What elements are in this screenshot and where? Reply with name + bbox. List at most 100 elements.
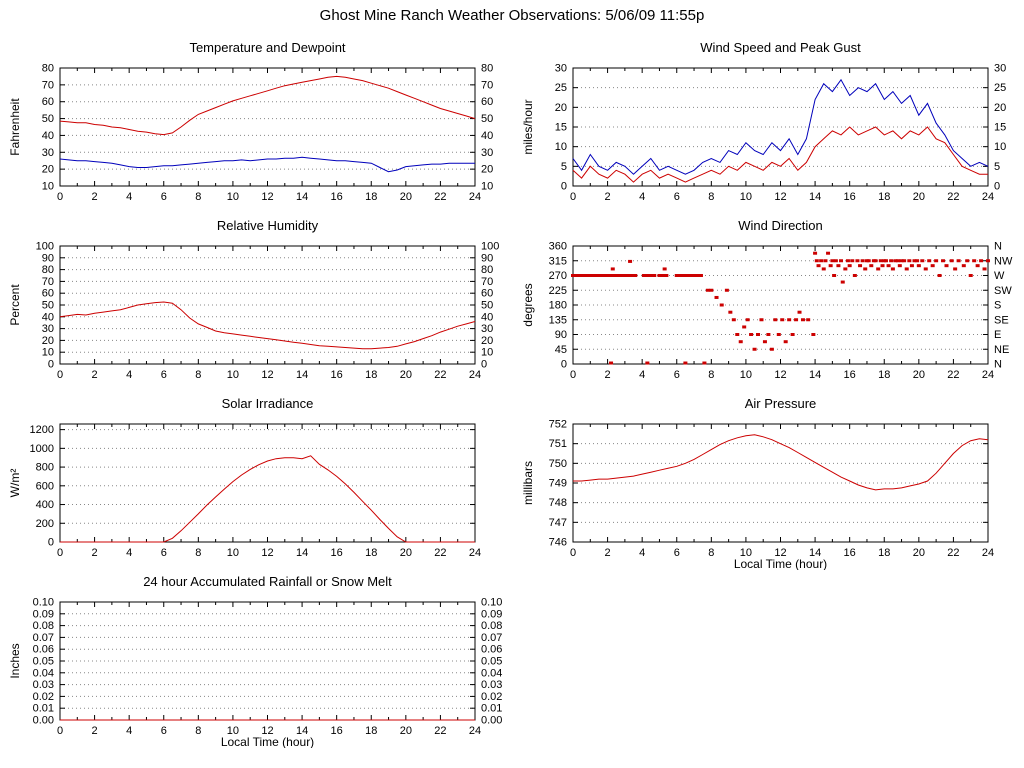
- scatter-point: [612, 274, 617, 277]
- y-tick-label: 400: [36, 499, 54, 511]
- scatter-point: [863, 267, 868, 271]
- x-tick-label: 4: [126, 547, 132, 559]
- scatter-point: [934, 259, 939, 263]
- series-dewpoint: [59, 156, 475, 173]
- y-tick-label: 0: [561, 359, 567, 371]
- y-tick-label-right: 10: [994, 141, 1006, 153]
- scatter-point: [890, 267, 895, 271]
- y-tick-label: 0.02: [33, 691, 54, 703]
- y-tick-label-right: 70: [481, 79, 493, 91]
- scatter-point: [883, 259, 888, 263]
- scatter-point: [705, 288, 710, 292]
- scatter-point: [695, 274, 700, 277]
- x-tick-label: 18: [365, 191, 377, 203]
- y-tick-label-right: 0: [994, 181, 1000, 193]
- scatter-point: [937, 274, 942, 277]
- scatter-point: [896, 259, 901, 263]
- y-tick-label-right: 15: [994, 122, 1006, 134]
- chart-solar-irradiance: Solar Irradiance 0 2 4 6 8 10 12 14 16 18 20 22 24 0 20…: [5, 392, 505, 570]
- scatter-point: [645, 274, 650, 277]
- x-tick-label: 20: [913, 191, 925, 203]
- scatter-point: [714, 295, 719, 299]
- scatter-point: [610, 267, 615, 271]
- x-tick-label: 24: [469, 547, 481, 559]
- y-tick-label: 0.07: [33, 632, 54, 644]
- y-tick-label: 10: [555, 141, 567, 153]
- scatter-point: [648, 274, 653, 277]
- y-tick-label-right: S: [994, 300, 1001, 312]
- x-tick-label: 20: [400, 369, 412, 381]
- scatter-point: [780, 318, 785, 322]
- y-tick-label: 1200: [30, 424, 54, 436]
- y-tick-label-right: 60: [481, 288, 493, 300]
- x-tick-label: 12: [261, 725, 273, 737]
- y-tick-label-right: NE: [994, 344, 1009, 356]
- scatter-point: [979, 259, 984, 263]
- y-tick-label: 90: [555, 329, 567, 341]
- y-tick-label: 747: [549, 517, 567, 529]
- y-tick-label: 40: [42, 130, 54, 142]
- x-tick-label: 4: [126, 191, 132, 203]
- x-tick-label: 8: [195, 369, 201, 381]
- x-tick-label: 12: [261, 547, 273, 559]
- scatter-point: [762, 340, 767, 344]
- scatter-point: [605, 274, 610, 277]
- y-tick-label: 100: [36, 241, 54, 253]
- x-tick-label: 14: [296, 547, 308, 559]
- x-tick-label: 8: [708, 547, 714, 559]
- x-tick-label: 14: [809, 191, 821, 203]
- x-tick-label: 24: [982, 547, 994, 559]
- scatter-point: [633, 274, 638, 277]
- scatter-point: [823, 259, 828, 263]
- y-tick-label-right: 0.08: [481, 620, 502, 632]
- y-axis-label: W/m²: [8, 469, 22, 498]
- y-tick-label: 1000: [30, 443, 54, 455]
- y-tick-label-right: 0.01: [481, 703, 502, 715]
- y-tick-label: 0.01: [33, 703, 54, 715]
- y-tick-label: 45: [555, 344, 567, 356]
- x-tick-label: 4: [639, 547, 645, 559]
- scatter-point: [766, 333, 771, 336]
- y-tick-label: 20: [42, 164, 54, 176]
- series-relative-humidity: [59, 301, 476, 350]
- x-tick-label: 4: [639, 369, 645, 381]
- plot-border: [59, 67, 476, 187]
- y-tick-label-right: 0.00: [481, 715, 502, 727]
- scatter-point: [839, 259, 844, 263]
- scatter-point: [598, 274, 603, 277]
- y-tick-label: 0.09: [33, 608, 54, 620]
- scatter-point: [571, 274, 575, 277]
- x-tick-label: 6: [674, 191, 680, 203]
- scatter-point: [847, 264, 852, 268]
- x-tick-label: 0: [57, 191, 63, 203]
- y-tick-label: 60: [42, 96, 54, 108]
- scatter-point: [797, 310, 802, 314]
- x-tick-label: 22: [434, 547, 446, 559]
- scatter-point: [975, 264, 980, 268]
- y-tick-label: 20: [555, 102, 567, 114]
- scatter-point: [833, 259, 838, 263]
- x-tick-label: 6: [674, 547, 680, 559]
- y-tick-label-right: 10: [481, 347, 493, 359]
- scatter-point: [986, 259, 990, 263]
- y-tick-label-right: 0.04: [481, 667, 502, 679]
- y-tick-label-right: NW: [994, 255, 1013, 267]
- y-tick-label-right: 30: [481, 323, 493, 335]
- scatter-point: [745, 318, 750, 322]
- scatter-point: [773, 318, 778, 322]
- y-tick-label-right: 80: [481, 264, 493, 276]
- scatter-point: [662, 267, 667, 271]
- y-tick-label: 0.05: [33, 656, 54, 668]
- scatter-point: [949, 259, 954, 263]
- x-tick-label: 22: [434, 369, 446, 381]
- x-tick-label: 12: [774, 547, 786, 559]
- chart-temperature-dewpoint: Temperature and Dewpoint 0 2 4 6 8 10 12 14 16 18 2…: [5, 36, 505, 214]
- scatter-point: [923, 267, 928, 271]
- x-tick-label: 10: [227, 547, 239, 559]
- scatter-point: [814, 259, 819, 263]
- scatter-point: [794, 318, 799, 322]
- scatter-point: [588, 274, 593, 277]
